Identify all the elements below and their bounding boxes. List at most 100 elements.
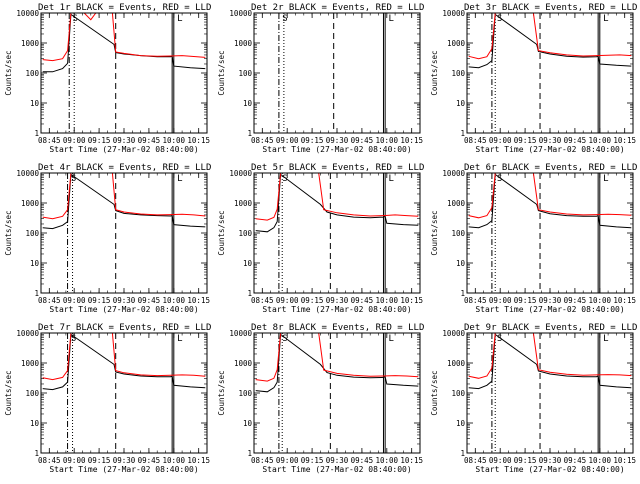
events-series-line xyxy=(255,333,419,393)
x-tick-label: 10:15 xyxy=(187,456,210,465)
plot-frame xyxy=(40,172,208,294)
detector-panel-5: Det 5r BLACK = Events, RED = LLD Counts/s… xyxy=(217,163,424,314)
x-axis-label: Start Time (27-Mar-02 08:40:00) xyxy=(49,145,198,154)
x-tick-label: 09:15 xyxy=(301,456,324,465)
y-tick-label: 10000 xyxy=(442,329,465,338)
plot-frame xyxy=(253,12,421,134)
detector-panel-2: Det 2r BLACK = Events, RED = LLD Counts/s… xyxy=(217,3,424,154)
y-tick-label: 1 xyxy=(247,449,252,458)
events-series-line xyxy=(42,13,206,73)
x-tick-label: 09:30 xyxy=(113,296,136,305)
y-tick-label: 10000 xyxy=(442,9,465,18)
y-tick-label: 10000 xyxy=(442,169,465,178)
y-axis-label: Counts/sec xyxy=(430,210,439,255)
detector-panel-3: Det 3r BLACK = Events, RED = LLD Counts/s… xyxy=(430,3,637,154)
flag-glyph: L xyxy=(603,334,608,344)
x-tick-label: 10:00 xyxy=(163,456,186,465)
x-tick-label: 10:00 xyxy=(589,296,612,305)
x-axis-label: Start Time (27-Mar-02 08:40:00) xyxy=(475,465,624,474)
x-tick-label: 09:30 xyxy=(326,296,349,305)
y-tick-label: 10000 xyxy=(16,9,39,18)
y-tick-label: 10000 xyxy=(229,169,252,178)
y-tick-label: 1000 xyxy=(234,39,253,48)
y-tick-label: 1 xyxy=(247,129,252,138)
x-tick-label: 09:30 xyxy=(326,456,349,465)
y-tick-label: 1000 xyxy=(21,39,40,48)
y-axis-label: Counts/sec xyxy=(430,370,439,415)
y-tick-label: 10 xyxy=(456,419,466,428)
lld-series-line xyxy=(42,333,206,381)
x-axis-label: Start Time (27-Mar-02 08:40:00) xyxy=(475,145,624,154)
flag-glyph: S xyxy=(71,174,76,184)
detector-panel-4: Det 4r BLACK = Events, RED = LLD Counts/s… xyxy=(4,163,211,314)
flag-glyph: L xyxy=(177,14,182,24)
flag-glyph: L xyxy=(603,174,608,184)
x-tick-label: 09:00 xyxy=(276,296,299,305)
panel-title: Det 2r BLACK = Events, RED = LLD xyxy=(251,3,424,13)
x-tick-label: 10:00 xyxy=(376,296,399,305)
y-axis-label: Counts/sec xyxy=(4,50,13,95)
x-tick-label: 08:45 xyxy=(38,456,61,465)
x-tick-label: 10:15 xyxy=(187,136,210,145)
y-tick-label: 1 xyxy=(34,289,39,298)
y-tick-label: 1 xyxy=(460,129,465,138)
flag-glyph: L xyxy=(388,14,393,24)
x-tick-label: 10:00 xyxy=(376,136,399,145)
y-tick-label: 1000 xyxy=(21,199,40,208)
x-tick-label: 09:45 xyxy=(351,136,374,145)
panel-title: Det 6r BLACK = Events, RED = LLD xyxy=(464,163,637,173)
panel-title: Det 1r BLACK = Events, RED = LLD xyxy=(38,3,211,13)
y-tick-label: 10000 xyxy=(16,169,39,178)
x-axis-label: Start Time (27-Mar-02 08:40:00) xyxy=(49,305,198,314)
events-series-line xyxy=(468,333,632,390)
flag-glyph: S xyxy=(497,14,502,24)
detector-panel-6: Det 6r BLACK = Events, RED = LLD Counts/s… xyxy=(430,163,637,314)
y-tick-label: 10 xyxy=(243,259,253,268)
plot-frame xyxy=(466,12,634,134)
x-tick-label: 09:00 xyxy=(489,296,512,305)
flag-glyph: S xyxy=(497,334,502,344)
plot-frame xyxy=(253,172,421,294)
x-tick-label: 10:00 xyxy=(589,136,612,145)
lld-series-line xyxy=(42,13,206,62)
x-tick-label: 08:45 xyxy=(38,296,61,305)
detector-panel-7: Det 7r BLACK = Events, RED = LLD Counts/s… xyxy=(4,323,211,474)
y-tick-label: 1 xyxy=(247,289,252,298)
y-tick-label: 100 xyxy=(25,69,39,78)
y-tick-label: 10000 xyxy=(16,329,39,338)
flag-glyph: L xyxy=(177,334,182,344)
y-tick-label: 100 xyxy=(451,229,465,238)
x-tick-label: 09:00 xyxy=(489,136,512,145)
y-axis-label: Counts/sec xyxy=(217,50,226,95)
y-axis-label: Counts/sec xyxy=(4,370,13,415)
x-axis-label: Start Time (27-Mar-02 08:40:00) xyxy=(262,145,411,154)
lld-series-line xyxy=(468,173,632,219)
x-tick-label: 09:15 xyxy=(88,456,111,465)
x-tick-label: 09:00 xyxy=(276,136,299,145)
x-tick-label: 09:45 xyxy=(138,136,161,145)
x-tick-label: 09:30 xyxy=(113,456,136,465)
panel-title: Det 3r BLACK = Events, RED = LLD xyxy=(464,3,637,13)
x-tick-label: 09:00 xyxy=(63,296,86,305)
plot-frame xyxy=(40,12,208,134)
x-tick-label: 10:00 xyxy=(376,456,399,465)
y-tick-label: 10 xyxy=(30,419,40,428)
y-tick-label: 100 xyxy=(238,389,252,398)
panel-title: Det 8r BLACK = Events, RED = LLD xyxy=(251,323,424,333)
x-tick-label: 10:15 xyxy=(613,456,636,465)
x-tick-label: 09:45 xyxy=(138,296,161,305)
x-tick-label: 09:30 xyxy=(113,136,136,145)
x-tick-label: 08:45 xyxy=(38,136,61,145)
events-series-line xyxy=(42,333,206,391)
y-tick-label: 10000 xyxy=(229,9,252,18)
panel-title: Det 7r BLACK = Events, RED = LLD xyxy=(38,323,211,333)
lld-series-line xyxy=(42,173,206,220)
y-tick-label: 1000 xyxy=(21,359,40,368)
lld-series-line xyxy=(468,333,632,379)
y-axis-label: Counts/sec xyxy=(217,370,226,415)
x-tick-label: 09:15 xyxy=(514,136,537,145)
panel-title: Det 9r BLACK = Events, RED = LLD xyxy=(464,323,637,333)
x-tick-label: 10:00 xyxy=(163,136,186,145)
